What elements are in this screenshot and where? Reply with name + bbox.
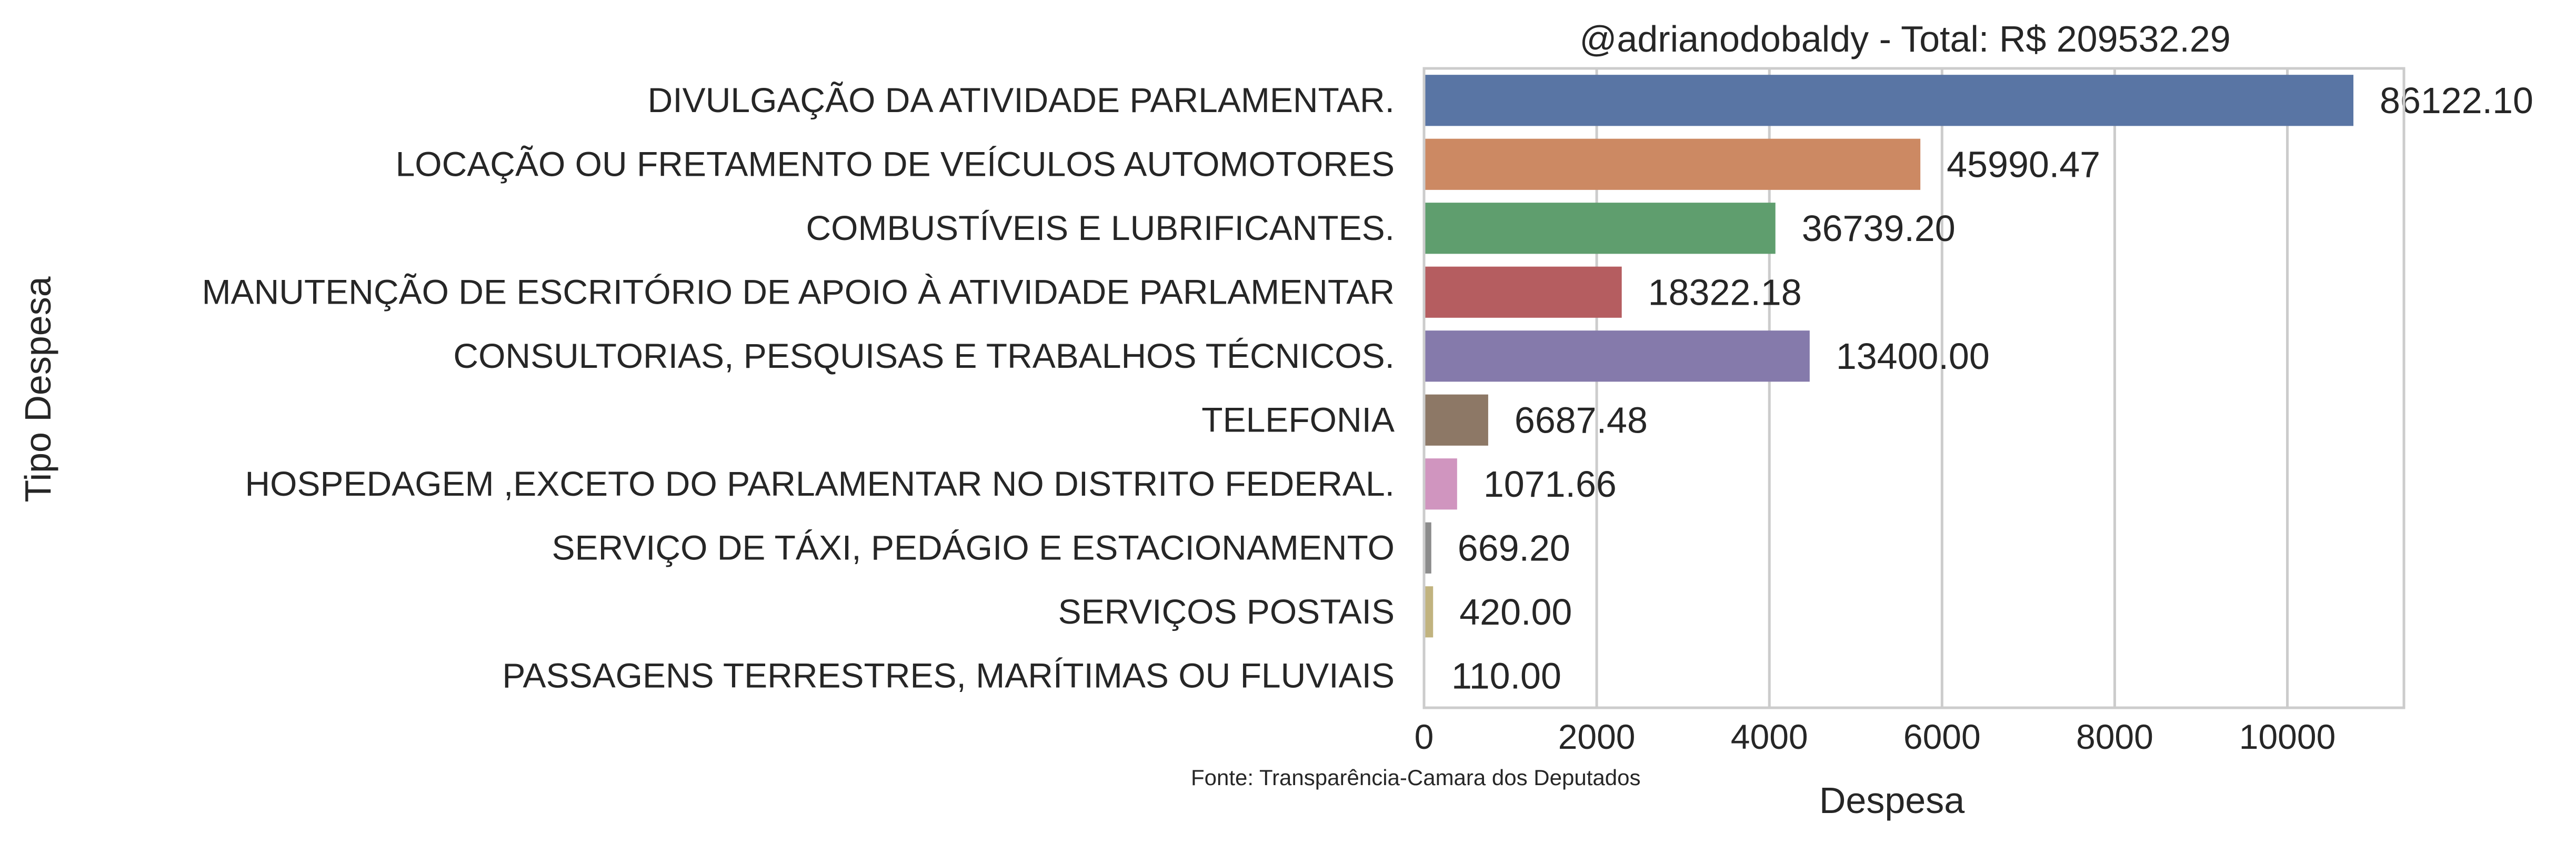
data-label: 18322.18 <box>1648 272 1802 313</box>
bar <box>1424 266 1622 318</box>
bar <box>1424 394 1488 446</box>
bar <box>1424 138 1921 190</box>
y-tick-labels: DIVULGAÇÃO DA ATIVIDADE PARLAMENTAR. LOCA… <box>202 81 1395 695</box>
data-label: 36739.20 <box>1802 208 1956 249</box>
bar <box>1424 203 1776 254</box>
x-tick-label: 8000 <box>2076 717 2153 756</box>
data-label: 45990.47 <box>1947 144 2100 185</box>
y-tick-label: MANUTENÇÃO DE ESCRITÓRIO DE APOIO À ATIV… <box>202 272 1395 311</box>
data-label: 420.00 <box>1459 591 1572 633</box>
bar <box>1424 458 1457 510</box>
data-label: 110.00 <box>1451 655 1561 696</box>
y-tick-label: TELEFONIA <box>1201 400 1395 439</box>
source-footnote: Fonte: Transparência-Camara dos Deputado… <box>1191 765 1640 790</box>
y-tick-label: PASSAGENS TERRESTRES, MARÍTIMAS OU FLUVI… <box>502 656 1395 695</box>
y-tick-label: SERVIÇOS POSTAIS <box>1058 592 1395 631</box>
x-axis-label: Despesa <box>1819 780 1964 821</box>
y-tick-label: LOCAÇÃO OU FRETAMENTO DE VEÍCULOS AUTOMO… <box>396 144 1395 183</box>
x-tick-labels: 0 2000 4000 6000 8000 10000 <box>1415 717 2336 756</box>
bars <box>1424 75 2354 701</box>
bar <box>1424 586 1434 638</box>
data-label: 1071.66 <box>1484 464 1617 505</box>
data-label: 6687.48 <box>1515 399 1648 440</box>
y-tick-label: HOSPEDAGEM ,EXCETO DO PARLAMENTAR NO DIS… <box>245 464 1395 503</box>
y-tick-label: DIVULGAÇÃO DA ATIVIDADE PARLAMENTAR. <box>648 81 1395 119</box>
data-label: 669.20 <box>1458 527 1570 568</box>
x-tick-label: 4000 <box>1731 717 1808 756</box>
y-tick-label: COMBUSTÍVEIS E LUBRIFICANTES. <box>806 208 1395 247</box>
y-axis-label: Tipo Despesa <box>17 276 58 502</box>
x-tick-label: 2000 <box>1558 717 1636 756</box>
x-tick-label: 0 <box>1415 717 1434 756</box>
bar <box>1424 75 2354 126</box>
bar <box>1424 330 1810 382</box>
y-tick-label: CONSULTORIAS, PESQUISAS E TRABALHOS TÉCN… <box>453 336 1395 375</box>
x-tick-label: 6000 <box>1903 717 1981 756</box>
data-label: 86122.10 <box>2380 80 2533 121</box>
y-tick-label: SERVIÇO DE TÁXI, PEDÁGIO E ESTACIONAMENT… <box>552 528 1395 567</box>
plot-frame <box>1422 67 2405 709</box>
chart-title: @adrianodobaldy - Total: R$ 209532.29 <box>1579 18 2230 59</box>
data-label: 13400.00 <box>1836 336 1990 377</box>
bar <box>1424 522 1431 574</box>
x-tick-label: 10000 <box>2239 717 2336 756</box>
